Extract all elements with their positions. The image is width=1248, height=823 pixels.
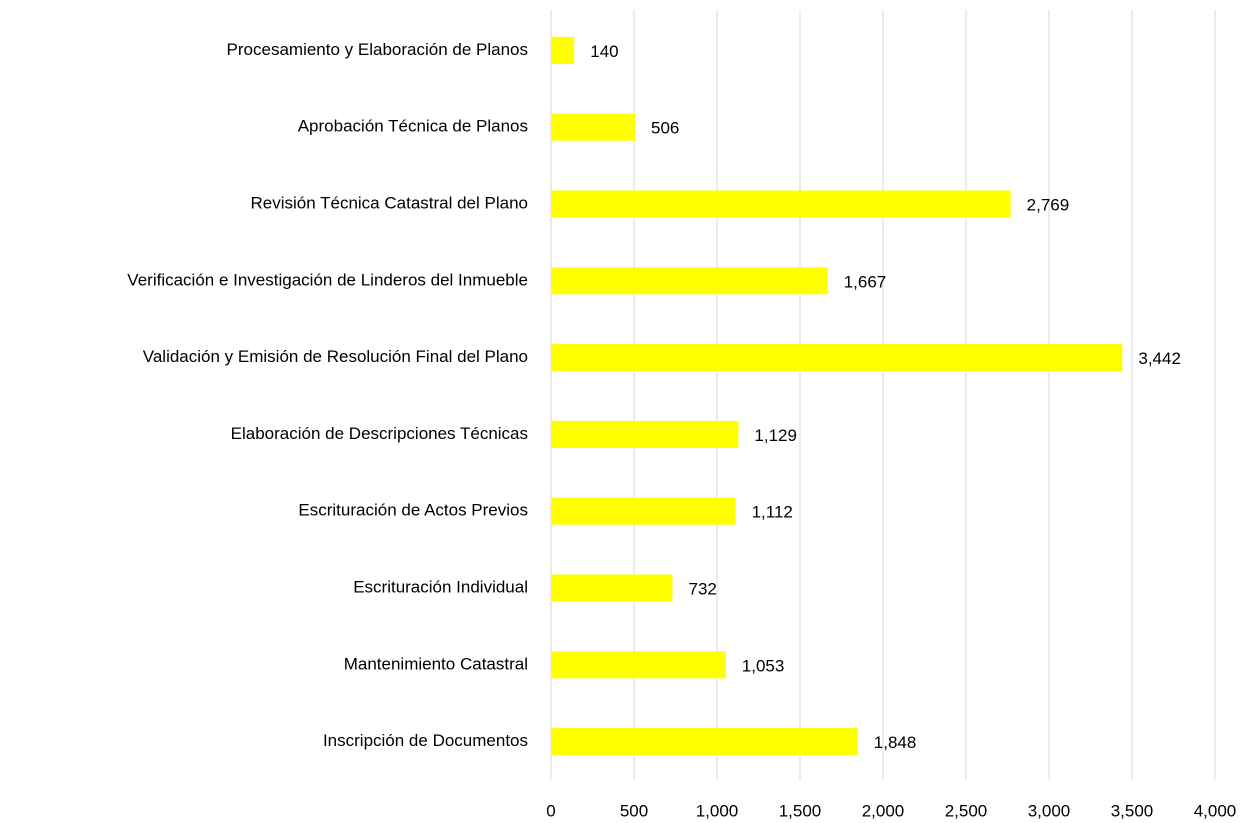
data-label: 1,112: [752, 503, 793, 522]
bar: [551, 113, 635, 141]
bar: [551, 36, 575, 64]
x-tick-label: 500: [620, 801, 648, 820]
data-label: 2,769: [1027, 195, 1070, 214]
y-tick-label: Aprobación Técnica de Planos: [298, 117, 528, 136]
data-label: 506: [651, 119, 679, 138]
x-tick-label: 3,500: [1111, 801, 1154, 820]
y-tick-label: Inscripción de Documentos: [323, 731, 528, 750]
bar: [551, 420, 739, 448]
bar: [551, 497, 736, 525]
bar: [551, 190, 1011, 218]
data-label: 732: [689, 579, 717, 598]
bar: [551, 267, 828, 295]
bar: [551, 651, 726, 679]
x-tick-label: 2,500: [945, 801, 988, 820]
y-tick-label: Escrituración de Actos Previos: [298, 501, 528, 520]
y-tick-label: Elaboración de Descripciones Técnicas: [231, 424, 528, 443]
x-tick-label: 1,000: [696, 801, 739, 820]
data-label: 1,667: [844, 272, 887, 291]
bar: [551, 344, 1123, 372]
x-tick-label: 4,000: [1194, 801, 1237, 820]
x-tick-label: 3,000: [1028, 801, 1071, 820]
bar: [551, 728, 858, 756]
x-tick-label: 0: [546, 801, 555, 820]
bar: [551, 574, 673, 602]
data-label: 1,848: [874, 733, 917, 752]
data-label: 1,053: [742, 656, 785, 675]
y-tick-label: Revisión Técnica Catastral del Plano: [251, 193, 529, 212]
y-tick-label: Validación y Emisión de Resolución Final…: [143, 347, 528, 366]
x-tick-label: 1,500: [779, 801, 822, 820]
y-tick-label: Escrituración Individual: [353, 577, 528, 596]
data-label: 3,442: [1138, 349, 1181, 368]
y-tick-label: Procesamiento y Elaboración de Planos: [227, 40, 528, 59]
y-tick-label: Mantenimiento Catastral: [344, 654, 528, 673]
y-tick-label: Verificación e Investigación de Linderos…: [127, 270, 528, 289]
data-label: 1,129: [754, 426, 797, 445]
x-tick-label: 2,000: [862, 801, 905, 820]
data-label: 140: [590, 42, 618, 61]
